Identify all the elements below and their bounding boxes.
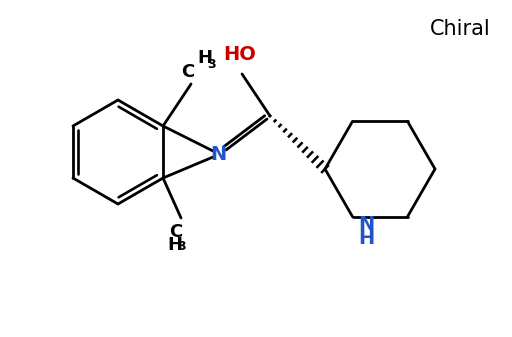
Text: H: H: [167, 236, 182, 254]
Text: 3: 3: [207, 58, 216, 71]
Text: 3: 3: [177, 240, 186, 253]
Text: C: C: [181, 63, 195, 81]
Text: C: C: [169, 223, 183, 241]
Text: H: H: [197, 49, 212, 67]
Text: H: H: [358, 229, 375, 248]
Text: N: N: [358, 215, 375, 234]
Text: HO: HO: [224, 45, 257, 64]
Text: Chiral: Chiral: [430, 19, 490, 39]
Text: N: N: [210, 145, 226, 163]
